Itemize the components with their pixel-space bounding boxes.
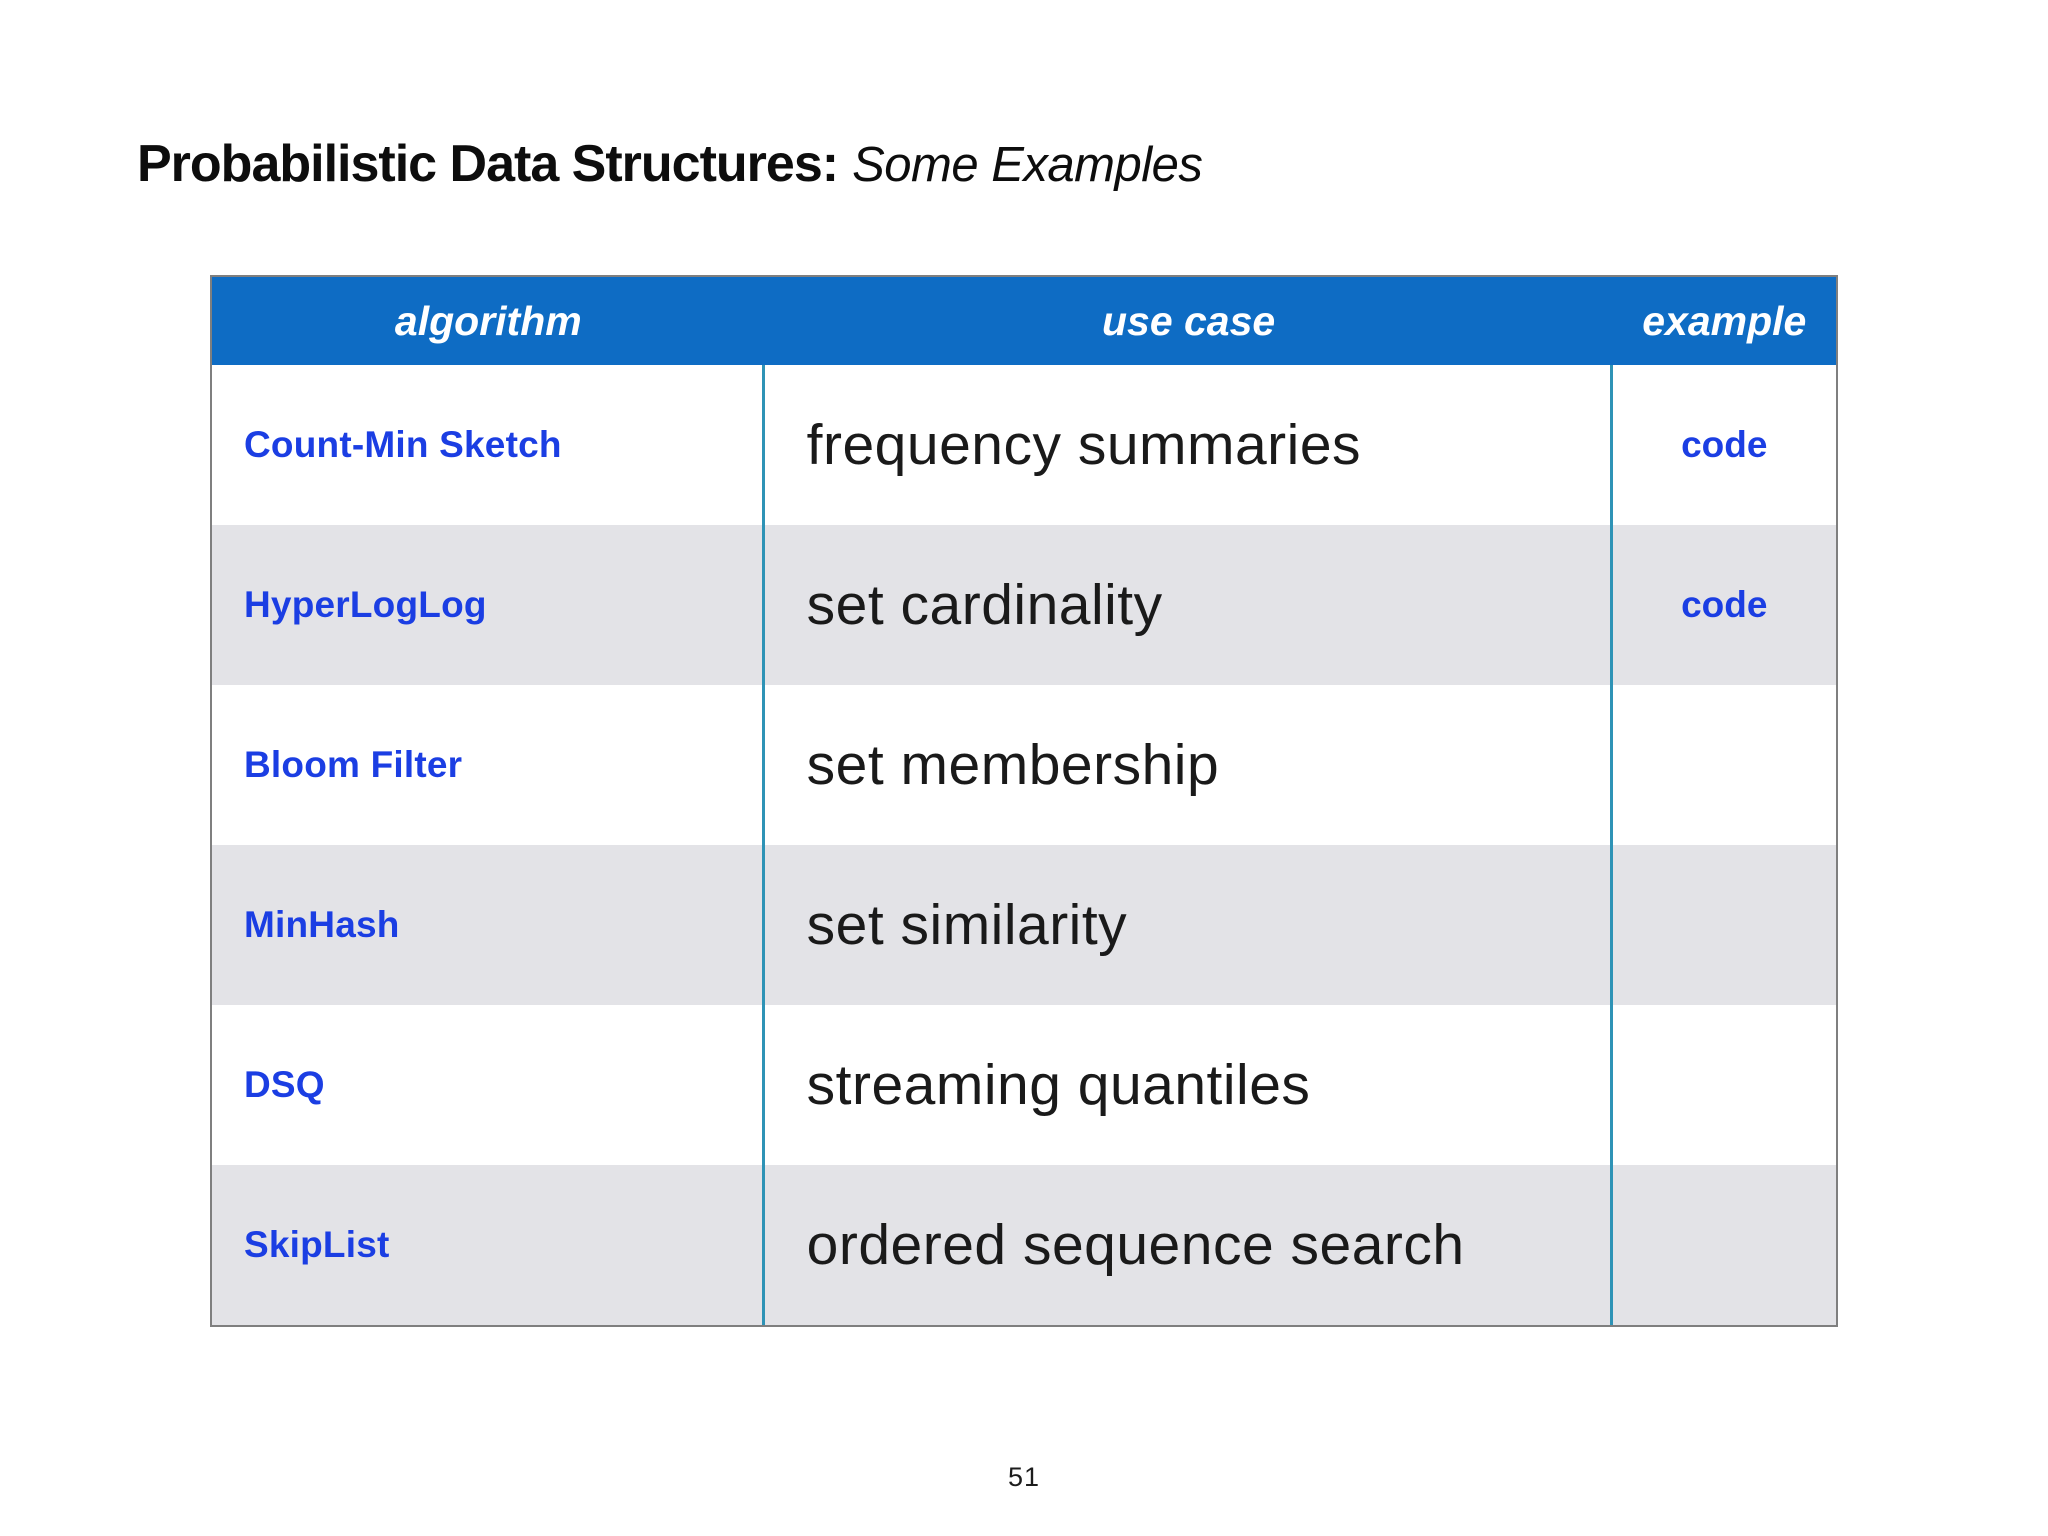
table-row: Count-Min Sketch frequency summaries cod… [212, 365, 1836, 525]
column-header-algorithm: algorithm [394, 297, 582, 344]
table-header-row: algorithm use case example [212, 277, 1836, 365]
title-subtitle: Some Examples [852, 138, 1203, 193]
code-link[interactable]: code [1681, 584, 1768, 625]
algorithm-link[interactable]: HyperLogLog [244, 584, 487, 625]
use-case-text: frequency summaries [806, 413, 1362, 477]
algorithm-link[interactable]: Bloom Filter [244, 744, 463, 785]
data-structures-table: algorithm use case example Count-Min Ske… [210, 275, 1838, 1327]
table-row: SkipList ordered sequence search [212, 1165, 1836, 1325]
code-link[interactable]: code [1681, 424, 1768, 465]
column-header-example: example [1642, 297, 1807, 344]
table-row: MinHash set similarity [212, 845, 1836, 1005]
page-title: Probabilistic Data Structures: Some Examp… [137, 134, 1203, 194]
title-main: Probabilistic Data Structures: [137, 135, 839, 194]
use-case-text: streaming quantiles [806, 1053, 1311, 1117]
table-row: Bloom Filter set membership [212, 685, 1836, 845]
algorithm-link[interactable]: SkipList [244, 1224, 390, 1265]
table-row: HyperLogLog set cardinality code [212, 525, 1836, 685]
use-case-text: ordered sequence search [806, 1213, 1465, 1277]
column-header-use-case: use case [1101, 297, 1276, 344]
use-case-text: set membership [806, 733, 1220, 797]
page-number: 51 [1007, 1462, 1041, 1492]
algorithm-link[interactable]: MinHash [244, 904, 400, 945]
table-row: DSQ streaming quantiles [212, 1005, 1836, 1165]
algorithm-link[interactable]: Count-Min Sketch [244, 424, 562, 465]
use-case-text: set cardinality [806, 573, 1163, 637]
table-body: Count-Min Sketch frequency summaries cod… [212, 365, 1836, 1325]
algorithm-link[interactable]: DSQ [244, 1064, 325, 1105]
use-case-text: set similarity [806, 893, 1128, 957]
